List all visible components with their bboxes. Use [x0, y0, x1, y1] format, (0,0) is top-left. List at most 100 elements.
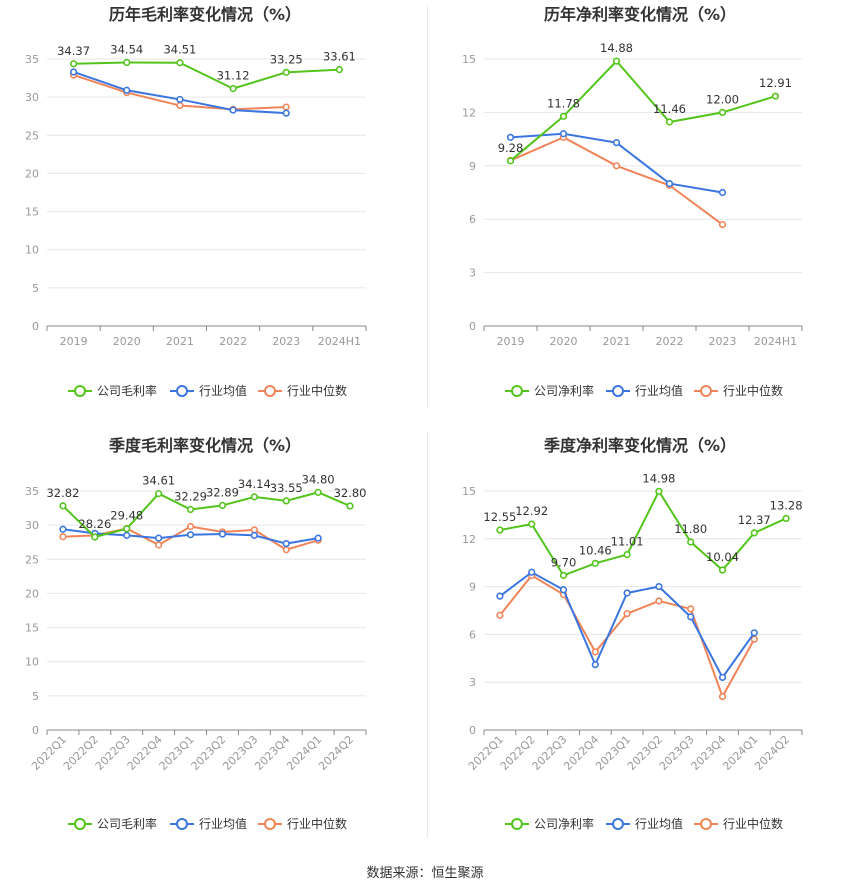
data-point [69, 60, 78, 68]
data-point [59, 533, 67, 541]
data-point [612, 139, 621, 147]
x-tick-label: 2023 [272, 335, 300, 348]
data-label: 33.61 [323, 50, 356, 64]
data-point [346, 502, 354, 510]
data-point [718, 220, 727, 229]
legend-label: 行业中位数 [287, 816, 347, 831]
x-tick-label: 2020 [550, 335, 578, 348]
data-label: 32.82 [46, 486, 79, 500]
data-point [718, 692, 727, 701]
chart-title: 季度净利率变化情况（%） [543, 436, 736, 455]
data-point [718, 673, 727, 682]
data-point [186, 531, 195, 539]
data-label: 32.80 [334, 486, 367, 500]
data-label: 34.37 [57, 44, 90, 58]
data-point [655, 487, 663, 495]
data-label: 9.28 [498, 141, 524, 155]
data-point [506, 157, 515, 165]
data-point [282, 546, 290, 554]
data-point [91, 533, 99, 541]
data-label: 33.55 [270, 481, 303, 495]
data-point [282, 68, 290, 76]
data-point [623, 550, 631, 559]
y-tick-label: 35 [25, 485, 39, 498]
data-point [496, 592, 504, 600]
y-tick-label: 5 [32, 690, 39, 703]
data-point [123, 525, 131, 533]
legend-marker [264, 385, 276, 397]
data-point [591, 648, 599, 656]
data-point [176, 59, 184, 67]
data-label: 12.00 [706, 92, 739, 106]
y-tick-label: 15 [25, 206, 39, 219]
data-point [687, 605, 695, 613]
data-point [506, 133, 515, 141]
x-tick-label: 2021 [603, 335, 631, 348]
data-point [496, 611, 504, 619]
data-point [559, 571, 568, 580]
data-point [718, 566, 727, 574]
y-tick-label: 0 [469, 320, 476, 333]
data-label: 14.88 [600, 41, 633, 55]
legend-marker [511, 385, 523, 397]
data-point [282, 497, 290, 505]
y-tick-label: 20 [25, 587, 39, 600]
y-tick-label: 30 [25, 519, 39, 532]
y-tick-label: 30 [25, 91, 39, 104]
y-tick-label: 0 [32, 724, 39, 737]
data-point [782, 514, 790, 523]
data-label: 12.55 [483, 510, 516, 524]
y-tick-label: 25 [25, 129, 39, 142]
chart-3: 季度毛利率变化情况（%）051015202530352022Q12022Q220… [25, 436, 367, 831]
x-tick-label: 2024Q2 [752, 733, 792, 773]
data-label: 34.51 [163, 43, 196, 57]
legend-label: 行业均值 [199, 816, 247, 831]
data-point [282, 539, 290, 548]
data-point [282, 103, 290, 111]
y-tick-label: 12 [462, 106, 476, 119]
x-tick-label: 2019 [60, 335, 88, 348]
legend-marker [700, 385, 712, 397]
data-label: 9.70 [551, 555, 577, 569]
legend-marker [74, 385, 86, 397]
data-point [186, 522, 195, 531]
data-point [665, 180, 674, 188]
x-tick-label: 2023 [709, 335, 737, 348]
data-label: 34.61 [142, 474, 175, 488]
data-point [186, 505, 195, 514]
data-label: 31.12 [217, 69, 250, 83]
data-point [314, 534, 322, 542]
data-point [155, 490, 163, 498]
data-point [623, 610, 631, 618]
data-label: 14.98 [642, 471, 675, 485]
data-point [155, 534, 163, 542]
data-label: 32.29 [174, 490, 207, 504]
data-label: 11.78 [547, 96, 580, 110]
chart-title: 历年毛利率变化情况（%） [109, 5, 301, 24]
legend-label: 行业中位数 [287, 383, 347, 398]
data-point [155, 541, 163, 549]
data-point [559, 112, 568, 120]
source-note: 数据来源：恒生聚源 [366, 866, 484, 881]
data-label: 28.26 [78, 517, 111, 531]
chart-2: 历年净利率变化情况（%） 0 3 6 9 12 15 2019 2020 2021 2022 2023… [462, 5, 803, 398]
legend-label: 行业中位数 [723, 383, 783, 398]
x-tick-label: 2019 [497, 335, 525, 348]
y-tick-label: 20 [25, 167, 39, 180]
data-point [176, 101, 184, 110]
data-label: 12.92 [515, 504, 548, 518]
x-tick-label: 2022 [219, 335, 247, 348]
y-tick-label: 15 [462, 485, 476, 498]
legend-marker [74, 818, 86, 830]
legend-marker [700, 818, 712, 830]
data-point [655, 582, 663, 591]
data-label: 34.80 [302, 472, 335, 486]
x-tick-label: 2020 [113, 335, 141, 348]
data-point [176, 95, 184, 104]
data-point [591, 661, 599, 669]
x-tick-label: 2024H1 [318, 335, 361, 348]
y-tick-label: 3 [469, 267, 476, 280]
data-label: 11.01 [611, 535, 644, 549]
legend-marker [176, 818, 188, 830]
